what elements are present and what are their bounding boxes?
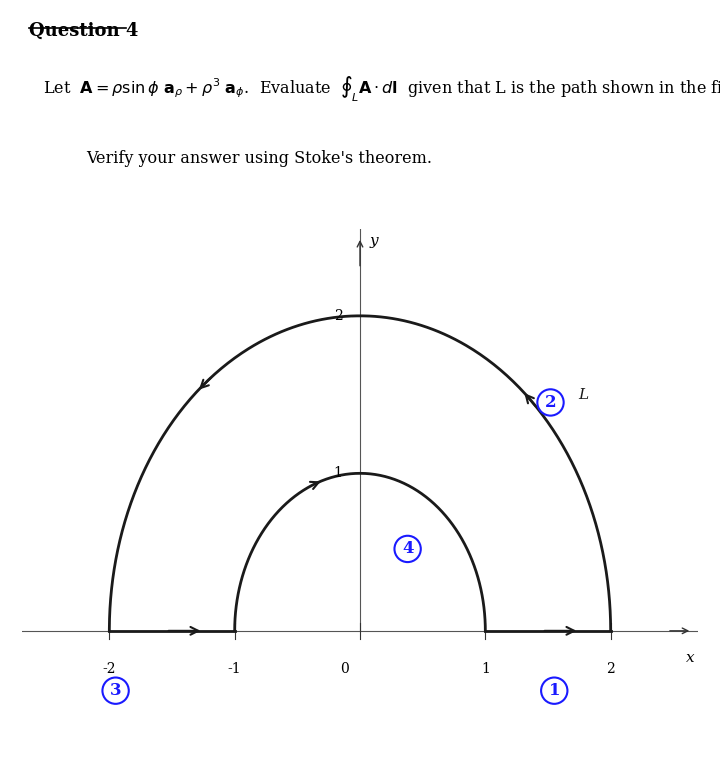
- Text: L: L: [578, 387, 588, 402]
- Text: Verify your answer using Stoke's theorem.: Verify your answer using Stoke's theorem…: [86, 150, 433, 167]
- Text: 2: 2: [545, 394, 557, 411]
- Text: 1: 1: [549, 682, 560, 699]
- Text: 2: 2: [606, 662, 615, 676]
- Text: 3: 3: [109, 682, 122, 699]
- Text: -1: -1: [228, 662, 241, 676]
- Text: 2: 2: [333, 309, 343, 323]
- Text: 0: 0: [341, 662, 349, 676]
- Text: 1: 1: [333, 466, 343, 481]
- Text: 1: 1: [481, 662, 490, 676]
- Text: y: y: [370, 234, 379, 248]
- Text: Let  $\mathbf{A} = \rho\sin\phi\ \mathbf{a}_\rho + \rho^3\ \mathbf{a}_\phi$.  Ev: Let $\mathbf{A} = \rho\sin\phi\ \mathbf{…: [43, 75, 720, 105]
- Text: Question 4: Question 4: [29, 21, 138, 40]
- Text: -2: -2: [102, 662, 116, 676]
- Text: 4: 4: [402, 540, 413, 558]
- Text: x: x: [686, 652, 695, 665]
